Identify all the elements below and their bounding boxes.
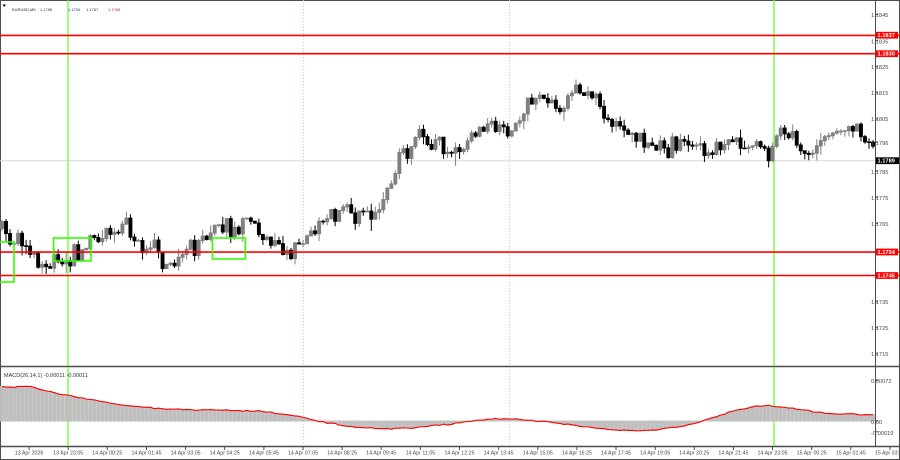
svg-text:1.1830: 1.1830 [878,52,895,58]
svg-text:1.1788: 1.1788 [40,7,53,12]
svg-text:1.1745: 1.1745 [878,274,895,280]
svg-text:1.1845: 1.1845 [871,13,888,19]
svg-text:1.1787: 1.1787 [86,7,99,12]
svg-text:EURUSD.M5: EURUSD.M5 [12,7,36,12]
svg-text:0.00072: 0.00072 [871,379,892,385]
svg-text:13 Apr 2026: 13 Apr 2026 [15,451,44,457]
svg-text:14 Apr 19:05: 14 Apr 19:05 [640,451,670,457]
svg-text:1.1815: 1.1815 [871,91,888,97]
svg-text:14 Apr 20:25: 14 Apr 20:25 [679,451,709,457]
svg-text:1.1725: 1.1725 [871,326,888,332]
svg-text:14 Apr 07:05: 14 Apr 07:05 [288,451,318,457]
svg-text:14 Apr 13:45: 14 Apr 13:45 [484,451,514,457]
svg-text:14 Apr 17:45: 14 Apr 17:45 [601,451,631,457]
svg-text:14 Apr 16:25: 14 Apr 16:25 [562,451,592,457]
svg-text:1.1765: 1.1765 [871,222,888,228]
svg-text:14 Apr 11:05: 14 Apr 11:05 [406,451,436,457]
svg-text:1.1790: 1.1790 [68,7,81,12]
svg-text:1.1825: 1.1825 [871,65,888,71]
svg-text:15 Apr 01:45: 15 Apr 01:45 [836,451,866,457]
svg-text:1.1796: 1.1796 [871,141,888,147]
svg-text:14 Apr 00:25: 14 Apr 00:25 [92,451,122,457]
svg-text:1.1754: 1.1754 [878,250,896,256]
svg-text:14 Apr 15:05: 14 Apr 15:05 [523,451,553,457]
svg-text:15 Apr 00:25: 15 Apr 00:25 [797,451,827,457]
svg-text:1.1835: 1.1835 [871,40,888,46]
svg-text:14 Apr 21:45: 14 Apr 21:45 [718,451,748,457]
svg-text:-0.00019: -0.00019 [871,431,893,437]
svg-text:1.1735: 1.1735 [871,300,888,306]
svg-text:14 Apr 05:45: 14 Apr 05:45 [249,451,279,457]
svg-text:1.1789: 1.1789 [108,7,121,12]
svg-text:1.1789: 1.1789 [878,159,895,165]
svg-text:MACD(26,14,1) -0.00011 -0.0001: MACD(26,14,1) -0.00011 -0.00011 [4,373,88,379]
svg-text:1.1805: 1.1805 [871,117,888,123]
svg-text:1.1775: 1.1775 [871,196,888,202]
svg-text:1.1837: 1.1837 [878,33,895,39]
svg-text:1.1785: 1.1785 [871,170,888,176]
svg-text:14 Apr 09:45: 14 Apr 09:45 [366,451,396,457]
svg-text:14 Apr 01:45: 14 Apr 01:45 [131,451,161,457]
svg-text:14 Apr 03:05: 14 Apr 03:05 [171,451,201,457]
svg-text:14 Apr 12:25: 14 Apr 12:25 [444,451,474,457]
svg-text:1.1715: 1.1715 [871,352,888,358]
svg-text:14 Apr 23:05: 14 Apr 23:05 [757,451,787,457]
svg-text:13 Apr 23:05: 13 Apr 23:05 [53,451,83,457]
svg-text:14 Apr 08:25: 14 Apr 08:25 [327,451,357,457]
svg-text:14 Apr 04:25: 14 Apr 04:25 [210,451,240,457]
svg-text:15 Apr 03:05: 15 Apr 03:05 [875,451,900,457]
